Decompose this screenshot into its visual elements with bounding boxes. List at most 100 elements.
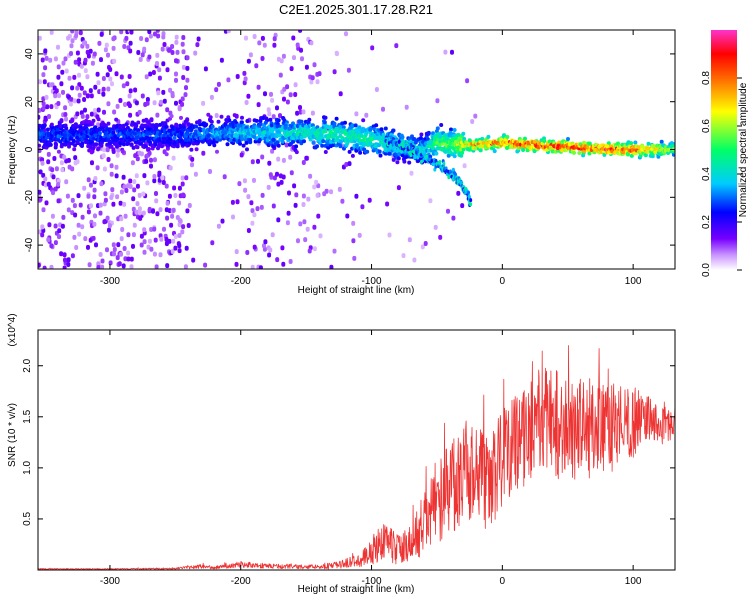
spectrogram-cell (50, 167, 55, 173)
spectrogram-cell (116, 242, 121, 248)
spectrogram-cell (38, 189, 42, 195)
spectrogram-cell (177, 233, 182, 238)
spectrogram-cell (38, 143, 42, 148)
spectrogram-cell (161, 180, 166, 185)
spectrogram-cells (38, 30, 675, 269)
spectrogram-cell (267, 160, 272, 166)
spectrogram-cell (284, 142, 289, 148)
spectrogram-cell (340, 130, 345, 134)
spectrogram-cell (122, 184, 127, 190)
spectrogram-cell (101, 122, 106, 127)
spectrogram-cell (174, 122, 179, 127)
spectrogram-cell (354, 193, 359, 199)
spectrogram-cell (304, 155, 309, 161)
spectrogram-cell (109, 163, 114, 169)
spectrogram-cell (309, 79, 314, 85)
spectrogram-cell (138, 215, 143, 221)
spectrogram-cell (288, 92, 293, 98)
spectrogram-cell (102, 109, 106, 115)
spectrogram-cell (67, 75, 72, 81)
spectrogram-cell (250, 220, 255, 226)
spectrogram-cell (370, 137, 374, 141)
spectrogram-cell (407, 237, 412, 243)
spectrogram-cell (426, 130, 431, 135)
spectrogram-cell (409, 170, 414, 176)
spectrogram-cell (38, 35, 42, 41)
spectrogram-cell (293, 92, 298, 97)
spectrogram-cell (316, 183, 321, 189)
spectrogram-cell (174, 77, 178, 83)
spectrogram-cell (80, 214, 85, 220)
spectrogram-cell (395, 160, 400, 165)
spectrogram-cell (646, 141, 651, 146)
spectrogram-cell (281, 174, 286, 180)
spectrogram-cell (289, 66, 294, 72)
spectrogram-cell (193, 171, 198, 177)
spectrogram-cell (121, 83, 126, 89)
spectrogram-cell (56, 198, 61, 204)
spectrogram-cell (100, 138, 105, 142)
spectrogram-cell (99, 57, 103, 63)
spectrogram-cell (459, 180, 463, 185)
spectrogram-cell (461, 147, 466, 152)
spectrogram-cell (75, 85, 80, 91)
spectrogram-cell (102, 147, 107, 153)
spectrogram-cell (242, 178, 247, 184)
top-x-tick-label: 100 (625, 276, 642, 287)
spectrogram-cell (94, 242, 98, 248)
spectrogram-cell (49, 264, 54, 269)
spectrogram-cell (119, 74, 124, 80)
spectrogram-cell (470, 119, 475, 124)
spectrogram-cell (96, 117, 101, 122)
spectrogram-cell (587, 141, 592, 146)
spectrogram-cell (162, 42, 167, 47)
spectrogram-cell (89, 182, 93, 188)
spectrogram-cell (155, 211, 160, 217)
spectrogram-cell (114, 173, 119, 179)
spectrogram-cell (263, 239, 268, 245)
spectrogram-cell (275, 140, 280, 145)
spectrogram-cell (46, 151, 51, 157)
spectrogram-cell (280, 245, 285, 251)
spectrogram-cell (230, 199, 235, 205)
spectrogram-cell (126, 132, 131, 137)
spectrogram-cell (295, 42, 300, 48)
spectrogram-cell (633, 140, 638, 145)
spectrogram-cell (180, 229, 185, 235)
spectrogram-cell (134, 144, 139, 149)
spectrogram-cell (60, 167, 65, 173)
spectrogram-cell (181, 128, 186, 132)
spectrogram-cell (276, 217, 281, 223)
spectrogram-cell (95, 165, 100, 171)
spectrogram-cell (320, 143, 325, 148)
spectrogram-cell (134, 209, 139, 215)
bottom-x-tick-label: 0 (500, 576, 506, 587)
spectrogram-cell (170, 91, 175, 96)
spectrogram-cell (285, 220, 290, 226)
spectrogram-cell (49, 104, 54, 110)
spectrogram-cell (315, 79, 320, 85)
spectrogram-cell (42, 265, 47, 269)
spectrogram-cell (308, 173, 313, 179)
spectrogram-cell (187, 203, 192, 208)
spectrogram-cell (180, 101, 185, 107)
spectrogram-cell (364, 112, 369, 118)
top-y-tick-label: 20 (24, 96, 35, 108)
spectrogram-cell (294, 192, 299, 198)
spectrogram-cell (285, 84, 290, 90)
spectrogram-cell (164, 124, 169, 129)
spectrogram-cell (276, 118, 281, 123)
spectrogram-cell (82, 185, 87, 191)
spectrogram-cell (413, 155, 417, 160)
spectrogram-cell (129, 30, 134, 35)
spectrogram-cell (96, 261, 101, 267)
spectrogram-cell (53, 56, 58, 62)
spectrogram-cell (115, 194, 120, 200)
spectrogram-cell (75, 135, 80, 140)
spectrogram-cell (112, 251, 116, 257)
spectrogram-cell (73, 212, 78, 218)
spectrogram-cell (259, 204, 264, 210)
spectrogram-cell (473, 113, 478, 119)
spectrogram-cell (99, 143, 104, 148)
spectrogram-cell (177, 248, 182, 254)
